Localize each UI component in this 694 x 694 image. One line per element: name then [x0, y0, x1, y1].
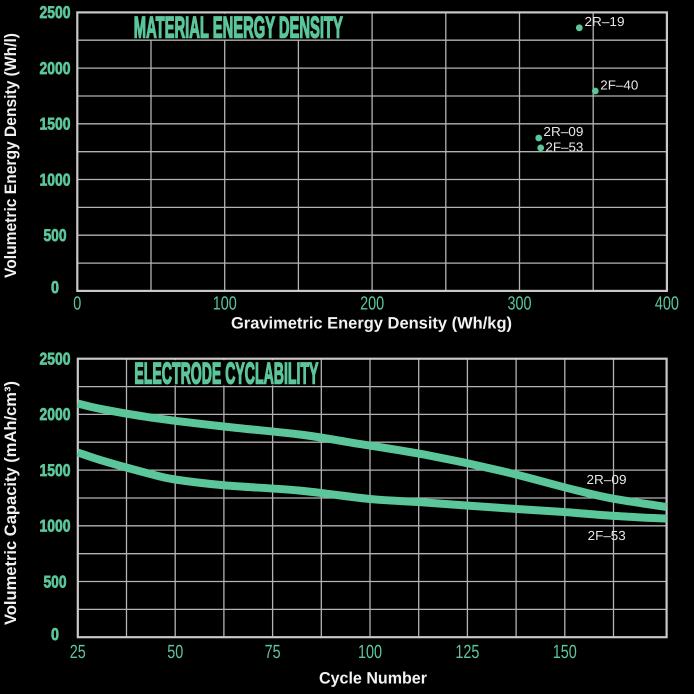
svg-text:50: 50 [167, 642, 183, 663]
svg-text:2000: 2000 [40, 405, 71, 424]
svg-text:2R–09: 2R–09 [543, 124, 583, 139]
svg-text:Volumetric Capacity (mAh/cm³): Volumetric Capacity (mAh/cm³) [2, 381, 20, 625]
svg-text:Gravimetric Energy Density (Wh: Gravimetric Energy Density (Wh/kg) [231, 315, 512, 333]
svg-text:500: 500 [44, 226, 67, 245]
svg-text:75: 75 [265, 642, 281, 663]
svg-text:150: 150 [553, 642, 577, 663]
svg-text:200: 200 [360, 294, 384, 315]
svg-text:2F–53: 2F–53 [545, 140, 583, 155]
svg-text:1500: 1500 [40, 461, 71, 480]
svg-text:2R–09: 2R–09 [587, 472, 627, 487]
svg-text:0: 0 [51, 278, 59, 297]
svg-text:500: 500 [44, 572, 67, 591]
svg-text:0: 0 [73, 294, 81, 315]
svg-text:1500: 1500 [40, 115, 71, 134]
svg-text:25: 25 [70, 642, 86, 663]
svg-text:125: 125 [455, 642, 479, 663]
svg-text:100: 100 [213, 294, 237, 315]
svg-text:Volumetric Energy Density (Wh/: Volumetric Energy Density (Wh/l) [2, 33, 20, 278]
svg-text:1000: 1000 [40, 517, 71, 536]
svg-text:1000: 1000 [40, 170, 71, 189]
svg-text:Cycle Number: Cycle Number [319, 670, 428, 688]
svg-text:100: 100 [358, 642, 382, 663]
svg-text:2F–53: 2F–53 [588, 528, 626, 543]
svg-text:2500: 2500 [40, 350, 71, 369]
svg-text:2000: 2000 [40, 59, 71, 78]
svg-text:400: 400 [655, 294, 679, 315]
svg-text:0: 0 [51, 625, 59, 644]
svg-text:2500: 2500 [40, 3, 71, 22]
svg-text:2F–40: 2F–40 [600, 77, 638, 92]
svg-text:MATERIAL ENERGY DENSITY: MATERIAL ENERGY DENSITY [134, 12, 343, 45]
svg-text:ELECTRODE CYCLABILITY: ELECTRODE CYCLABILITY [134, 358, 318, 391]
svg-text:300: 300 [508, 294, 532, 315]
svg-text:2R–19: 2R–19 [585, 14, 625, 29]
